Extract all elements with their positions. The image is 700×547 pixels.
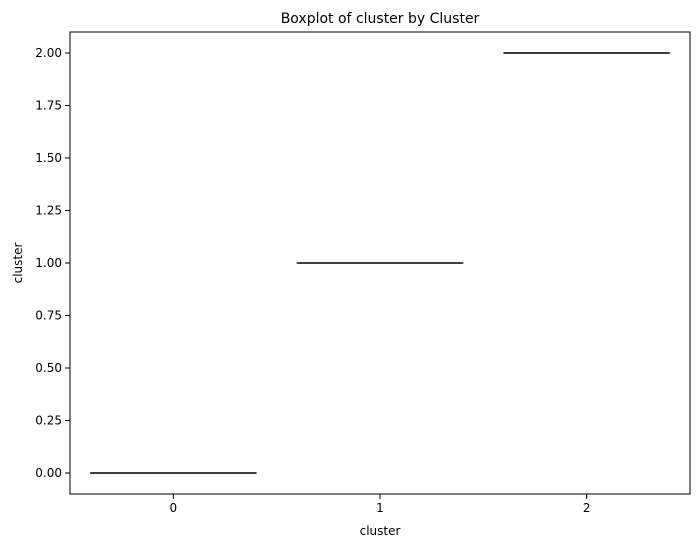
y-tick-label: 1.75 [35,99,62,113]
x-axis: 0 1 2 [170,494,591,515]
y-tick-label: 0.75 [35,309,62,323]
y-tick-label: 0.25 [35,414,62,428]
y-tick-label: 0.50 [35,361,62,375]
chart-title: Boxplot of cluster by Cluster [281,11,480,27]
x-tick-label: 1 [376,501,384,515]
y-tick-label: 1.50 [35,151,62,165]
y-tick-label: 1.25 [35,204,62,218]
x-tick-label: 0 [170,501,178,515]
boxes [89,52,671,474]
y-tick-label: 2.00 [35,46,62,60]
x-axis-label: cluster [360,524,401,538]
y-axis-label: cluster [11,243,25,284]
x-tick-label: 2 [583,501,591,515]
y-tick-label: 0.00 [35,466,62,480]
y-axis: 0.00 0.25 0.50 0.75 1.00 1.25 1.50 1.75 2.00 [35,46,70,480]
y-tick-label: 1.00 [35,256,62,270]
